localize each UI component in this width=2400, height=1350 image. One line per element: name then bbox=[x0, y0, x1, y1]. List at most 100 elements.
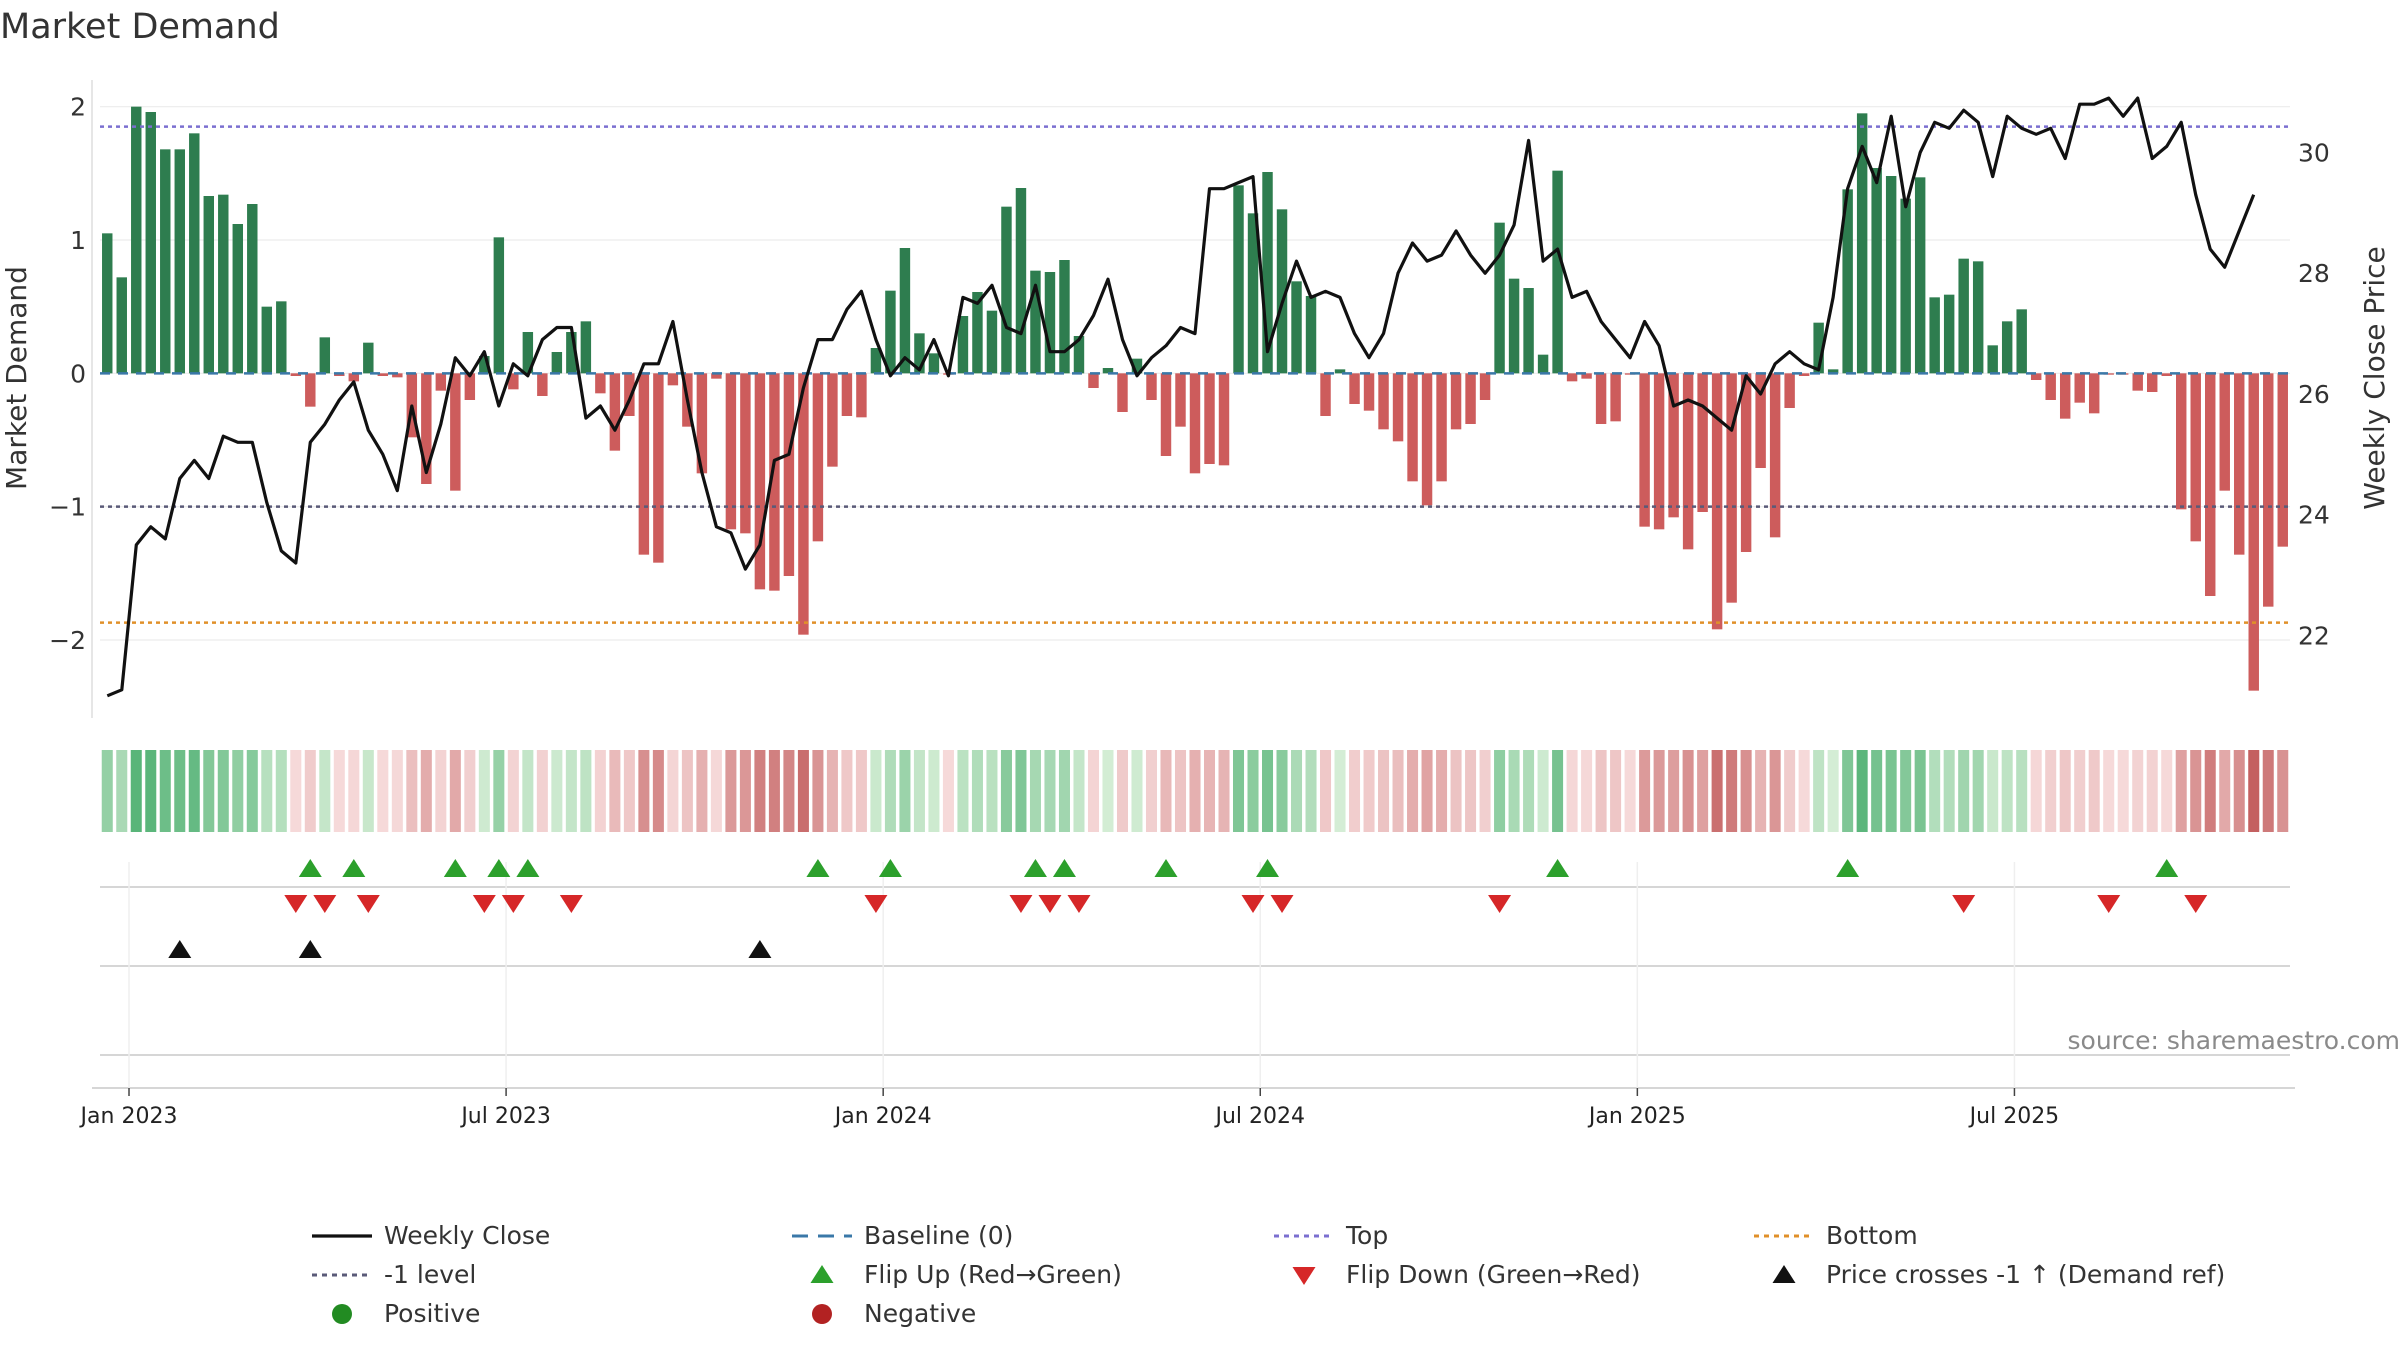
heat-cell bbox=[725, 750, 737, 832]
flip-down-marker bbox=[1038, 895, 1062, 913]
heat-cell bbox=[1697, 750, 1709, 832]
heat-cell bbox=[652, 750, 664, 832]
demand-bar bbox=[1610, 373, 1621, 422]
heat-cell bbox=[290, 750, 302, 832]
demand-bar bbox=[450, 373, 461, 491]
demand-bar bbox=[2059, 373, 2071, 419]
heat-cell bbox=[1726, 750, 1738, 832]
heat-cell bbox=[667, 750, 679, 832]
demand-bar bbox=[696, 373, 708, 474]
heat-cell bbox=[1755, 750, 1767, 832]
flip-up-marker bbox=[298, 859, 322, 877]
heat-cell bbox=[1116, 750, 1128, 832]
heat-cell bbox=[1044, 750, 1056, 832]
x-tick-label: Jan 2023 bbox=[79, 1104, 178, 1129]
demand-bar bbox=[2146, 373, 2158, 392]
heat-cell bbox=[1581, 750, 1593, 832]
heat-cell bbox=[1914, 750, 1926, 832]
weekly-close-line bbox=[106, 96, 2256, 698]
heat-cell bbox=[377, 750, 389, 832]
heat-cell bbox=[797, 750, 809, 832]
heat-cell bbox=[1784, 750, 1796, 832]
demand-bar bbox=[957, 316, 969, 374]
demand-bar bbox=[812, 373, 824, 542]
demand-bar bbox=[2176, 373, 2187, 510]
heat-cell bbox=[1131, 750, 1143, 832]
x-tick-label: Jan 2025 bbox=[1587, 1104, 1686, 1129]
heat-cell bbox=[130, 750, 142, 832]
demand-bar bbox=[798, 373, 809, 635]
heat-cell bbox=[2117, 750, 2129, 832]
heat-cell bbox=[1929, 750, 1941, 832]
flip-up-marker bbox=[516, 859, 540, 877]
heat-cell bbox=[145, 750, 157, 832]
legend-item: Flip Up (Red→Green) bbox=[810, 1260, 1122, 1289]
demand-bar bbox=[305, 373, 316, 407]
legend-label: Price crosses -1 ↑ (Demand ref) bbox=[1826, 1260, 2225, 1289]
demand-bar bbox=[1030, 270, 1041, 374]
x-tick-label: Jan 2024 bbox=[833, 1104, 932, 1129]
flip-down-marker bbox=[284, 895, 308, 913]
heat-cell bbox=[2045, 750, 2057, 832]
heat-cell bbox=[188, 750, 200, 832]
heat-cell bbox=[551, 750, 563, 832]
demand-bar bbox=[1653, 373, 1665, 530]
heat-cell bbox=[1029, 750, 1041, 832]
heat-cell bbox=[986, 750, 998, 832]
demand-bar bbox=[160, 149, 171, 374]
heat-cell bbox=[1740, 750, 1752, 832]
y-left-tick-label: 0 bbox=[70, 359, 86, 388]
demand-bar bbox=[1102, 368, 1114, 374]
heat-cell bbox=[406, 750, 418, 832]
demand-bar bbox=[247, 204, 258, 374]
heat-cell bbox=[638, 750, 650, 832]
demand-bar bbox=[1044, 272, 1056, 374]
flip-up-marker bbox=[878, 859, 902, 877]
demand-bar bbox=[1450, 373, 1462, 430]
demand-bar bbox=[334, 373, 345, 376]
demand-bar bbox=[1015, 188, 1027, 374]
heat-cell bbox=[783, 750, 795, 832]
demand-bar bbox=[203, 196, 214, 374]
heat-cell bbox=[493, 750, 505, 832]
demand-bar bbox=[856, 373, 867, 418]
heat-cell bbox=[449, 750, 461, 832]
flip-down-marker bbox=[559, 895, 583, 913]
demand-bar bbox=[2074, 373, 2085, 403]
heat-cell bbox=[1566, 750, 1578, 832]
demand-bar bbox=[1726, 373, 1737, 603]
heat-cell bbox=[1320, 750, 1332, 832]
demand-bar bbox=[479, 356, 490, 374]
y-left-tick-label: −2 bbox=[49, 626, 86, 655]
demand-bar bbox=[1001, 206, 1012, 374]
demand-bar bbox=[102, 233, 113, 374]
heat-cell bbox=[1494, 750, 1506, 832]
flip-marker-panel bbox=[168, 859, 2208, 958]
price-cross-marker bbox=[748, 940, 772, 958]
heat-cell bbox=[812, 750, 824, 832]
demand-bar bbox=[1987, 345, 1998, 374]
heat-cell bbox=[1015, 750, 1027, 832]
heat-cell bbox=[1160, 750, 1172, 832]
heat-cell bbox=[1247, 750, 1259, 832]
demand-bar bbox=[1363, 373, 1375, 411]
demand-bar bbox=[841, 373, 853, 416]
demand-bar bbox=[2030, 373, 2042, 380]
demand-bar bbox=[624, 373, 635, 416]
flip-up-marker bbox=[2155, 859, 2179, 877]
heat-cell bbox=[304, 750, 316, 832]
demand-bar bbox=[1784, 373, 1795, 408]
demand-bar bbox=[276, 301, 287, 374]
heat-cell bbox=[2219, 750, 2231, 832]
demand-bar bbox=[566, 332, 577, 374]
demand-bar bbox=[1407, 373, 1418, 482]
heat-cell bbox=[1798, 750, 1810, 832]
legend-label: Top bbox=[1345, 1221, 1388, 1250]
heat-cell bbox=[174, 750, 186, 832]
demand-bar bbox=[1914, 177, 1926, 374]
heat-cell bbox=[159, 750, 171, 832]
legend-item: -1 level bbox=[312, 1260, 476, 1289]
flip-down-marker bbox=[2184, 895, 2208, 913]
heat-cell bbox=[1465, 750, 1477, 832]
